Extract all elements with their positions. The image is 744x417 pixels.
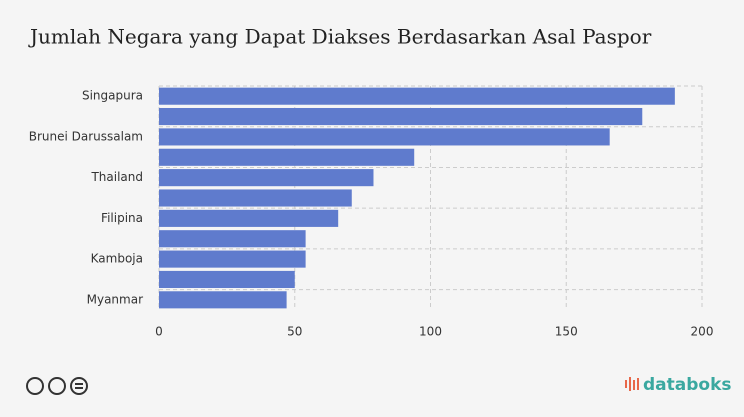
bar — [159, 250, 306, 268]
y-tick-label: Singapura — [82, 89, 143, 103]
cc-icon — [26, 377, 44, 395]
bar — [159, 291, 287, 309]
brand-name: databoks — [643, 375, 732, 395]
by-icon — [48, 377, 66, 395]
bar — [159, 148, 415, 166]
y-tick-label: Filipina — [101, 211, 143, 225]
chart-title: Jumlah Negara yang Dapat Diakses Berdasa… — [28, 25, 652, 49]
y-tick-label: Thailand — [90, 170, 143, 184]
x-tick-label: 0 — [155, 325, 163, 339]
bar — [159, 107, 643, 126]
bar — [159, 230, 306, 248]
license-icons — [26, 377, 88, 395]
bar — [159, 87, 675, 105]
logo-bar — [625, 380, 627, 388]
bar — [159, 209, 339, 227]
logo-bar — [633, 380, 635, 390]
bar — [159, 169, 374, 187]
y-tick-label: Brunei Darussalam — [29, 129, 143, 143]
y-tick-label: Myanmar — [87, 292, 143, 306]
x-tick-label: 100 — [419, 325, 442, 339]
logo-bar — [629, 377, 631, 391]
brand-logo — [625, 377, 639, 391]
bar — [159, 270, 295, 289]
nd-icon — [70, 377, 88, 395]
x-tick-label: 150 — [555, 325, 578, 339]
logo-bar — [637, 378, 639, 390]
x-tick-label: 50 — [287, 325, 302, 339]
bar — [159, 128, 610, 146]
y-tick-label: Kamboja — [91, 252, 143, 266]
bar — [159, 189, 352, 207]
x-tick-label: 200 — [691, 325, 714, 339]
